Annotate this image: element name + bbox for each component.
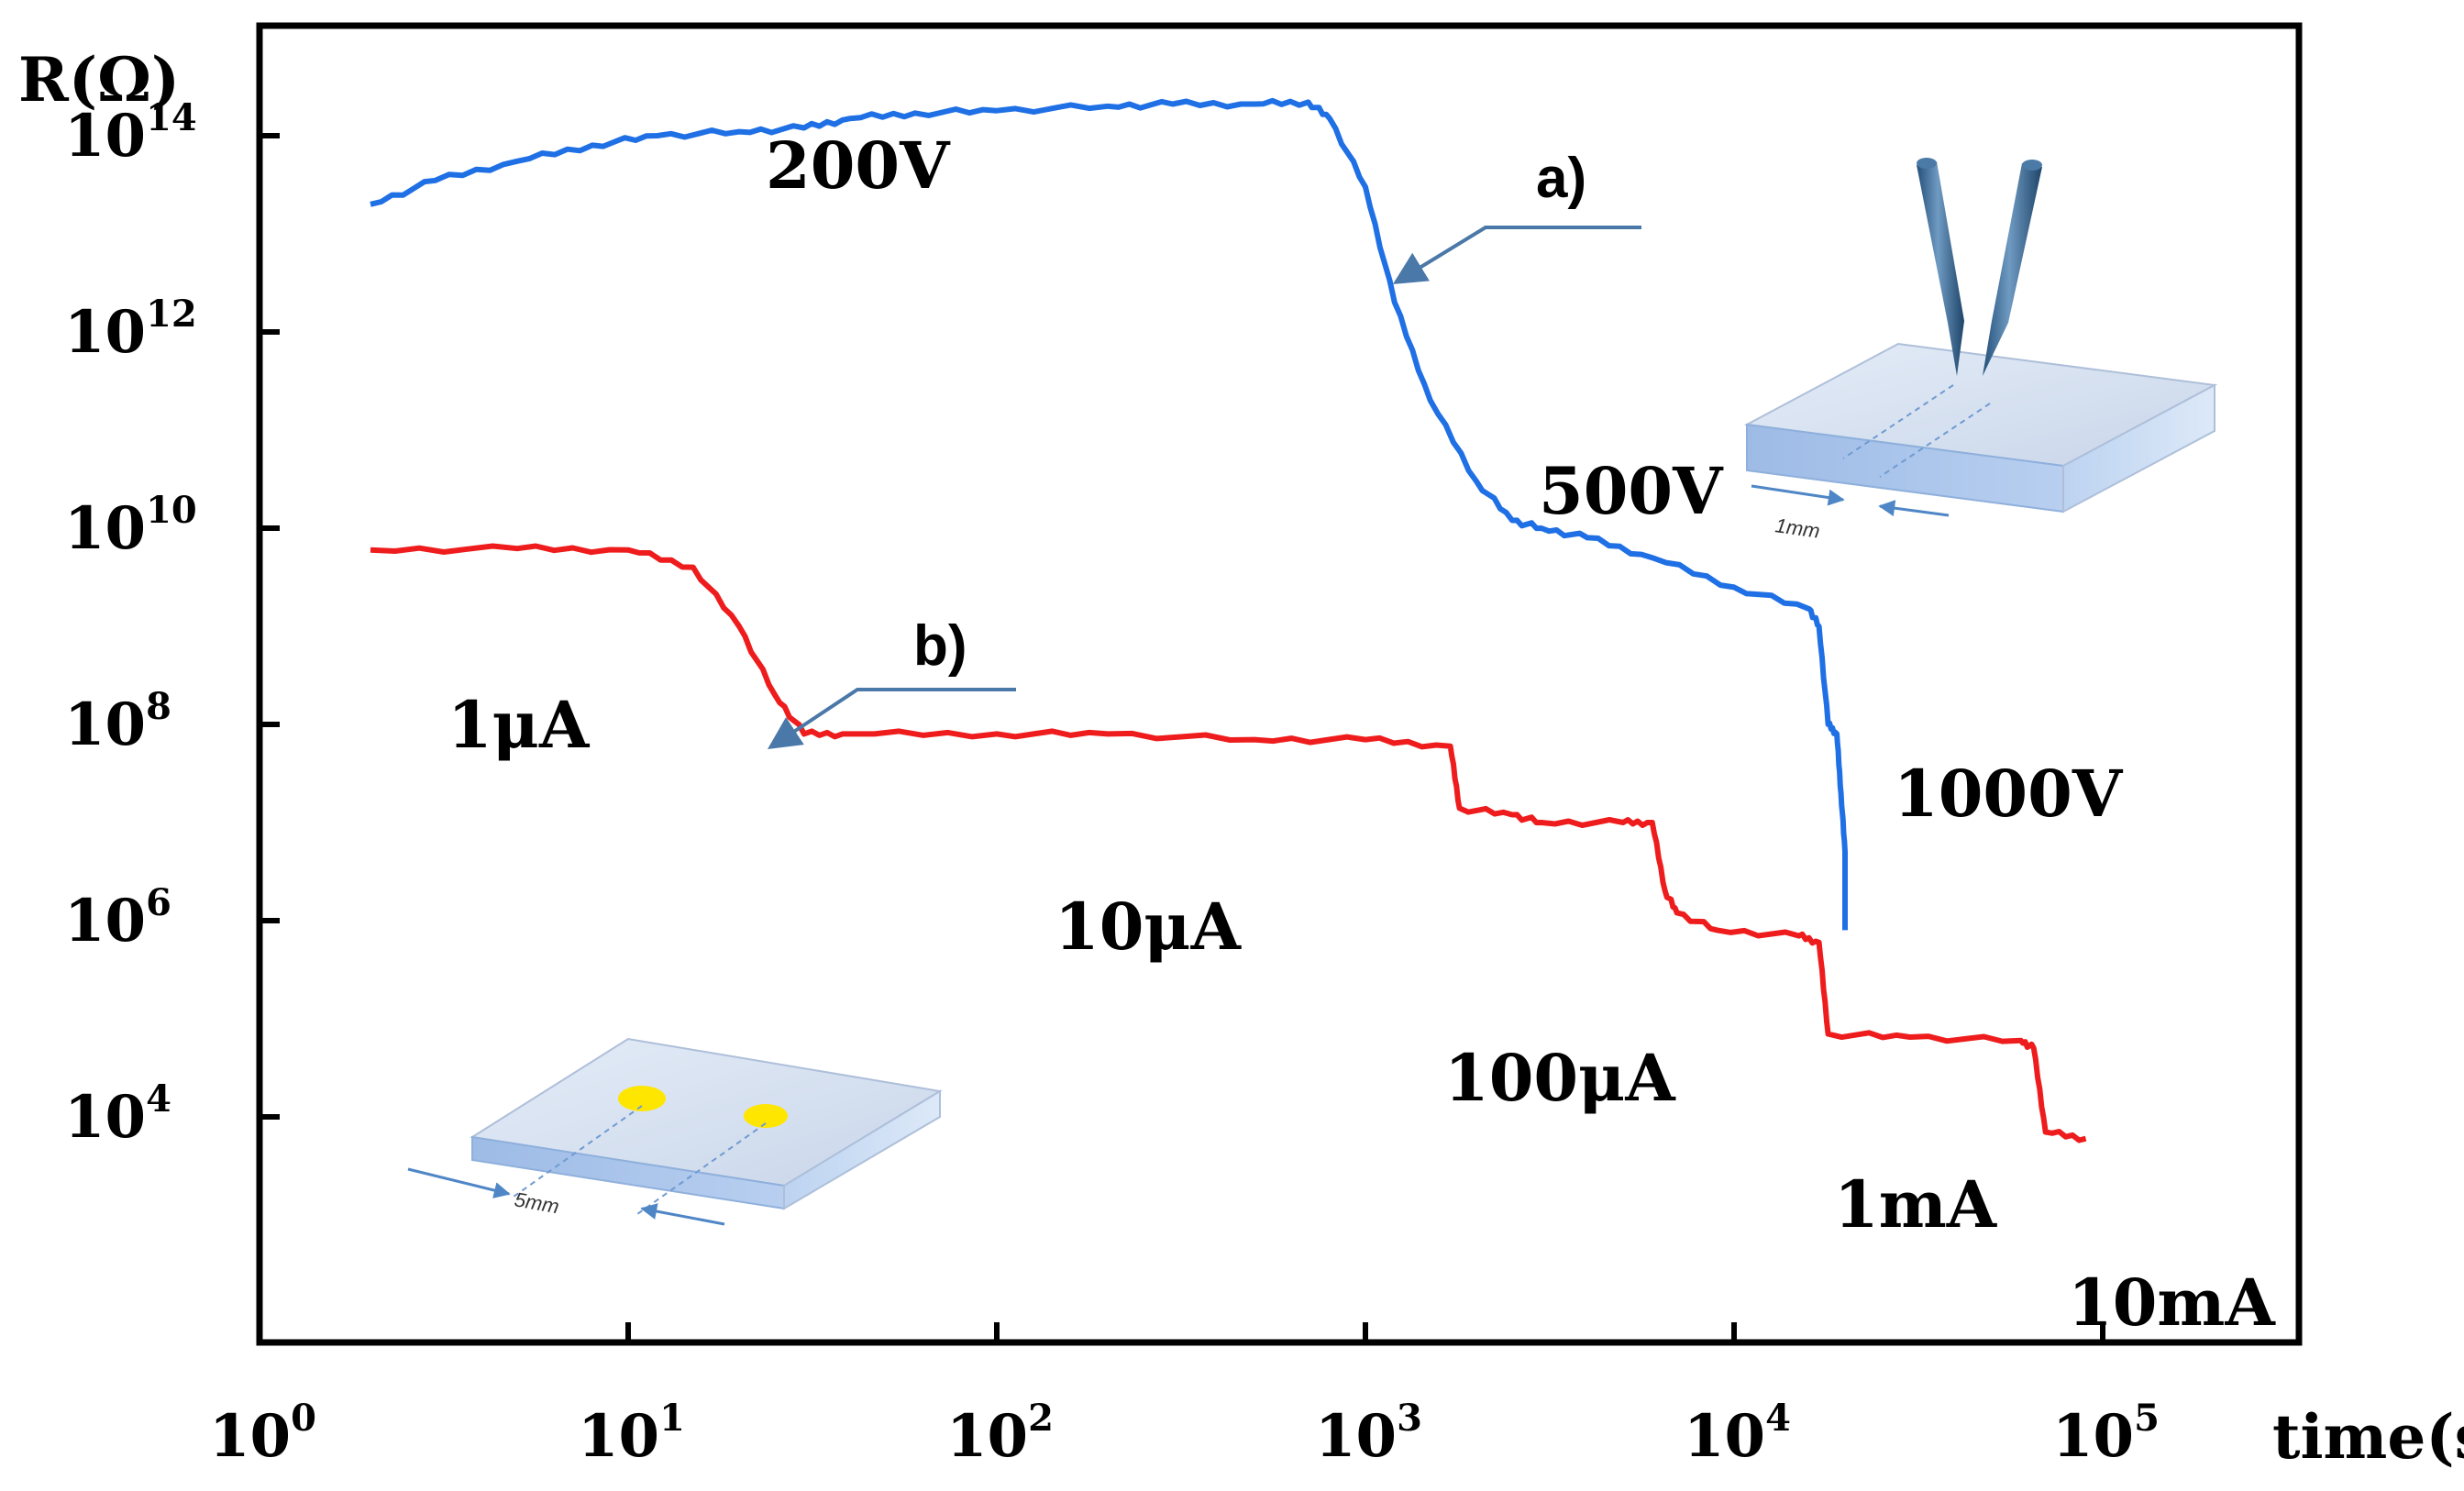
y-tick-label: 1014 [64,96,197,171]
x-tick-label: 102 [946,1397,1054,1471]
plot-frame [256,22,2303,1346]
series-b-line [370,543,2087,1143]
x-tick-label: 101 [578,1397,685,1471]
callout-b-pointer [767,688,1016,749]
y-tick-label: 106 [64,881,171,955]
x-tick-label: 104 [1684,1397,1791,1471]
annotation-1ma: 1mA [1834,1166,1998,1242]
y-axis-ticks: 104 106 108 1010 1012 1014 [64,96,280,1152]
x-axis-label: time(s) [2272,1401,2464,1473]
annotation-200v: 200V [766,127,951,204]
x-tick-label: 105 [2052,1397,2160,1471]
y-tick-label: 104 [64,1077,171,1152]
probe-right [1983,163,2042,376]
probe-left [1917,161,1964,376]
y-axis-label: R(Ω) [18,44,180,116]
inset-b-gap-label: 5mm [513,1187,560,1218]
series-a-line [370,97,1848,931]
inset-electrode-sample: 5mm [407,1037,943,1226]
electrode-dot-1 [618,1086,666,1111]
y-tick-label: 108 [64,685,171,759]
callout-b-label: b) [913,614,967,678]
annotation-10ua: 10μA [1055,889,1243,965]
annotation-100ua: 100μA [1444,1040,1676,1116]
callout-a-label: a) [1536,147,1586,210]
y-tick-label: 1012 [64,293,197,367]
annotation-1000v: 1000V [1894,756,2124,832]
inset-a-gap-label: 1mm [1773,514,1821,543]
callout-a-pointer [1392,226,1641,284]
annotation-500v: 500V [1539,453,1724,529]
x-tick-label: 100 [209,1397,316,1471]
electrode-dot-2 [744,1104,788,1128]
slab-side [2062,383,2215,514]
slab-side [783,1089,941,1210]
x-axis-ticks: 100 101 102 103 104 105 [209,1322,2160,1471]
inset-probe-sample: 1mm [1743,158,2218,543]
x-tick-label: 103 [1315,1397,1422,1471]
annotation-10ma: 10mA [2068,1265,2276,1341]
y-tick-label: 1010 [64,489,197,563]
annotation-1ua: 1μA [447,687,591,763]
